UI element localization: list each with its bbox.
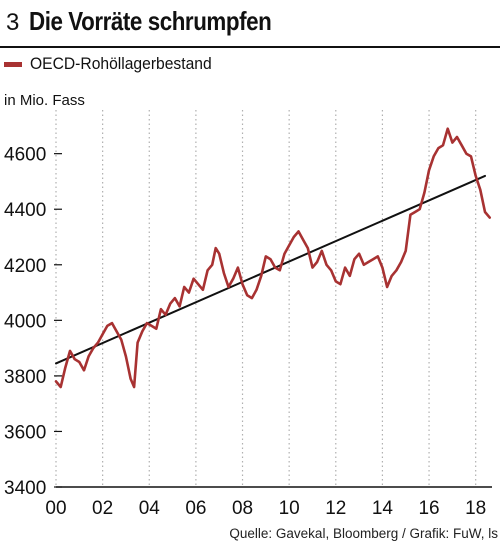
x-tick-label: 12 <box>325 498 346 519</box>
source-note: Quelle: Gavekal, Bloomberg / Grafik: FuW… <box>229 526 498 541</box>
legend: OECD-Rohöllagerbestand <box>4 54 228 74</box>
y-tick-label: 4200 <box>4 256 46 277</box>
chart-number: 3 <box>6 9 20 36</box>
x-tick-label: 14 <box>372 498 394 519</box>
y-axis-label: in Mio. Fass <box>4 92 85 109</box>
grid-lines <box>54 110 477 488</box>
legend-label: OECD-Rohöllagerbestand <box>30 54 212 73</box>
chart-title: Die Vorräte schrumpfen <box>29 6 272 36</box>
series-lines <box>54 127 491 389</box>
y-tick-label: 3400 <box>4 478 46 499</box>
y-tick-label: 4400 <box>4 200 46 221</box>
series-line-oecd-stocks <box>54 127 491 389</box>
title-rule <box>0 46 500 48</box>
x-tick-label: 04 <box>139 498 161 519</box>
x-tick-label: 06 <box>185 498 206 519</box>
chart-header: 3 Die Vorräte schrumpfen <box>6 6 311 40</box>
x-tick-label: 16 <box>418 498 439 519</box>
x-tick-label: 10 <box>279 498 300 519</box>
legend-swatch <box>4 61 22 67</box>
y-tick-label: 4600 <box>4 145 46 166</box>
x-tick-label: 00 <box>45 498 66 519</box>
x-tick-label: 18 <box>465 498 486 519</box>
y-tick-label: 3800 <box>4 367 46 388</box>
y-tick-label: 3600 <box>4 422 46 443</box>
x-tick-label: 02 <box>92 498 113 519</box>
x-tick-labels: 00 02 04 06 08 10 12 14 16 18 <box>45 498 486 519</box>
y-tick-label: 4000 <box>4 311 46 332</box>
trend-line <box>55 174 486 365</box>
y-tick-labels: 3400 3600 3800 4000 4200 4400 4600 <box>4 145 46 499</box>
x-tick-label: 08 <box>232 498 253 519</box>
